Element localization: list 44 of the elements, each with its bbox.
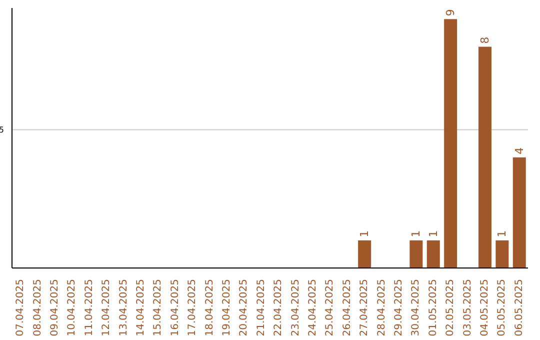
x-tick-label: 15.04.2025 — [152, 279, 164, 336]
x-tick-label: 24.04.2025 — [308, 279, 318, 336]
x-tick-label: 14.04.2025 — [136, 279, 146, 336]
x-tick-label: 29.04.2025 — [394, 279, 404, 336]
bar — [512, 157, 526, 268]
x-tick-label: 03.05.2025 — [462, 279, 474, 336]
data-label: 1 — [410, 230, 423, 238]
x-tick-label: 25.04.2025 — [324, 279, 336, 336]
bar — [426, 240, 440, 268]
x-tick-label: 22.04.2025 — [273, 279, 284, 336]
data-label: 1 — [496, 230, 509, 238]
bar — [410, 240, 423, 268]
x-tick-label: 02.05.2025 — [445, 279, 456, 336]
data-label: 9 — [444, 9, 458, 16]
bar — [496, 240, 509, 268]
data-label: 4 — [512, 147, 526, 154]
x-tick-label: 28.04.2025 — [376, 279, 388, 336]
x-tick-label: 12.04.2025 — [101, 279, 112, 336]
x-tick-label: 07.04.2025 — [15, 279, 26, 336]
x-tick-label: 27.04.2025 — [359, 279, 370, 336]
bar — [444, 19, 458, 268]
x-tick-label: 01.05.2025 — [428, 279, 439, 336]
x-tick-label: 23.04.2025 — [290, 279, 302, 336]
bar — [478, 46, 492, 268]
x-tick-label: 30.04.2025 — [410, 279, 422, 336]
x-tick-label: 26.04.2025 — [342, 279, 353, 336]
x-tick-label: 19.04.2025 — [222, 279, 232, 336]
x-tick-label: 17.04.2025 — [187, 279, 198, 336]
x-tick-label: 13.04.2025 — [118, 279, 130, 336]
x-tick-label: 10.04.2025 — [66, 279, 78, 336]
x-tick-label: 08.04.2025 — [32, 279, 44, 336]
x-tick-label: 06.05.2025 — [514, 279, 525, 336]
x-tick-label: 18.04.2025 — [204, 279, 216, 336]
x-tick-label: 16.04.2025 — [170, 279, 181, 336]
x-tick-label: 20.04.2025 — [238, 279, 250, 336]
x-tick-label: 21.04.2025 — [256, 279, 267, 336]
data-label: 8 — [478, 36, 492, 44]
bar — [358, 240, 372, 268]
data-label: 1 — [426, 230, 440, 238]
x-tick-label: 09.04.2025 — [50, 279, 60, 336]
x-tick-label: 11.04.2025 — [84, 279, 95, 336]
x-tick-label: 04.05.2025 — [480, 279, 490, 336]
data-label: 1 — [358, 230, 372, 238]
x-tick-label: 05.05.2025 — [496, 279, 508, 336]
